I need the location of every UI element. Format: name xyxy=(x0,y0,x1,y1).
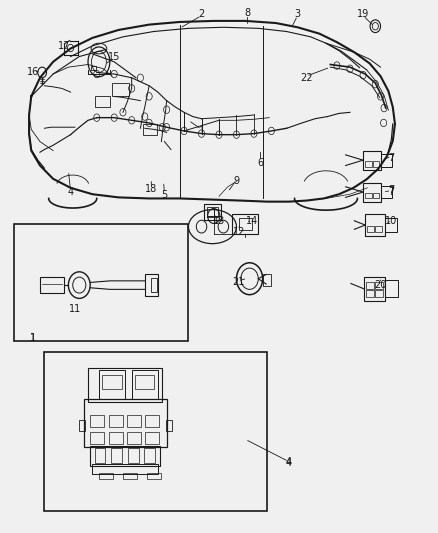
Bar xyxy=(365,161,372,166)
Bar xyxy=(145,415,159,426)
Bar xyxy=(128,448,139,463)
Text: 20: 20 xyxy=(374,280,387,290)
Bar xyxy=(109,415,123,426)
Text: 11: 11 xyxy=(69,304,81,314)
Bar xyxy=(95,448,106,463)
Text: 1: 1 xyxy=(198,126,205,136)
Bar xyxy=(145,274,158,296)
Text: 19: 19 xyxy=(357,9,369,19)
Bar xyxy=(95,96,110,107)
Bar xyxy=(385,280,398,297)
Bar xyxy=(135,375,154,389)
Bar xyxy=(366,282,374,289)
Bar xyxy=(365,214,385,236)
Bar xyxy=(385,217,397,232)
Text: 4: 4 xyxy=(286,458,292,468)
Text: 9: 9 xyxy=(233,176,240,187)
Bar xyxy=(366,290,374,297)
Bar xyxy=(166,419,172,431)
Bar xyxy=(381,185,392,198)
Bar xyxy=(112,83,130,96)
Bar xyxy=(204,204,221,220)
Text: 2: 2 xyxy=(198,9,205,19)
Bar xyxy=(239,217,252,230)
Text: 1: 1 xyxy=(30,333,36,343)
Bar xyxy=(40,277,64,293)
Text: 13: 13 xyxy=(213,216,225,227)
Text: 6: 6 xyxy=(258,158,264,168)
Text: 21: 21 xyxy=(233,278,245,287)
Text: 1: 1 xyxy=(30,333,36,343)
Bar xyxy=(375,290,383,297)
Bar xyxy=(99,370,125,399)
Bar xyxy=(14,224,188,341)
Bar xyxy=(147,473,161,479)
Bar xyxy=(363,182,381,201)
Text: 16: 16 xyxy=(27,68,39,77)
Bar xyxy=(79,419,85,431)
Text: 4: 4 xyxy=(286,457,292,466)
Bar xyxy=(92,464,158,474)
Bar xyxy=(99,473,113,479)
Text: 15: 15 xyxy=(108,52,120,61)
Text: 22: 22 xyxy=(300,73,313,83)
Bar xyxy=(127,415,141,426)
Bar xyxy=(44,352,267,511)
Bar xyxy=(145,432,159,443)
Text: 17: 17 xyxy=(58,41,70,51)
Bar xyxy=(84,399,166,447)
Text: 3: 3 xyxy=(294,9,300,19)
Text: 18: 18 xyxy=(145,184,157,195)
Bar xyxy=(363,151,381,169)
Bar xyxy=(263,274,272,286)
Bar xyxy=(90,415,104,426)
Bar xyxy=(207,207,218,217)
Bar xyxy=(373,161,379,166)
Bar xyxy=(111,448,122,463)
Text: 12: 12 xyxy=(233,227,245,237)
Bar xyxy=(143,124,156,135)
Bar xyxy=(109,432,123,443)
Bar xyxy=(88,368,162,402)
Text: 7: 7 xyxy=(389,187,395,197)
Bar xyxy=(102,375,122,389)
Bar xyxy=(91,66,96,70)
Bar xyxy=(373,193,379,198)
Bar xyxy=(375,282,383,289)
Text: 5: 5 xyxy=(161,190,168,200)
Bar xyxy=(381,154,392,166)
Bar xyxy=(90,432,104,443)
Bar xyxy=(364,277,385,301)
Bar xyxy=(90,446,160,466)
Bar xyxy=(151,278,157,292)
Bar xyxy=(375,225,382,232)
Bar xyxy=(132,370,158,399)
Text: 7: 7 xyxy=(389,152,395,163)
Text: 4: 4 xyxy=(67,187,74,197)
Bar xyxy=(145,448,155,463)
Bar xyxy=(127,432,141,443)
Text: 8: 8 xyxy=(244,8,251,18)
Text: 7: 7 xyxy=(389,185,395,196)
Bar xyxy=(365,193,372,198)
Bar xyxy=(123,473,137,479)
Text: 14: 14 xyxy=(246,216,258,227)
Bar xyxy=(232,214,258,233)
Text: 10: 10 xyxy=(385,216,398,227)
Bar xyxy=(367,225,374,232)
